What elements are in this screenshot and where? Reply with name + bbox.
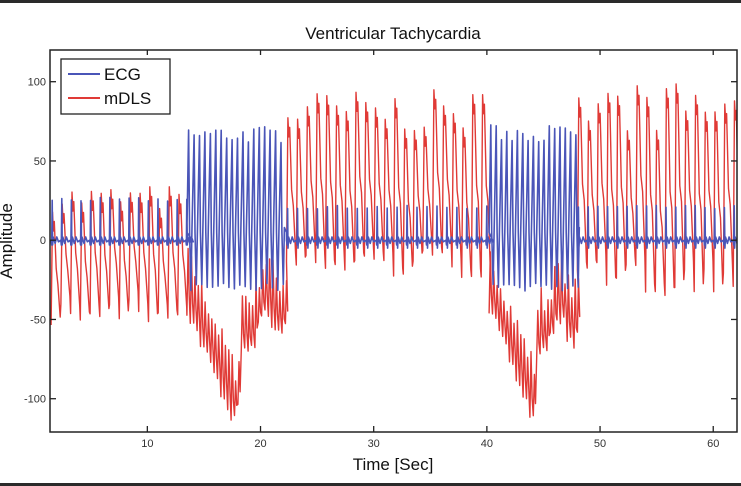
legend-label-ecg: ECG	[104, 65, 141, 84]
x-tick-label: 30	[368, 438, 380, 450]
series-line-ecg	[50, 124, 737, 292]
y-tick-label: -100	[24, 394, 46, 406]
x-axis-label: Time [Sec]	[353, 455, 434, 474]
y-tick-label: 100	[28, 77, 46, 89]
x-tick-label: 50	[594, 438, 606, 450]
y-axis-label: Amplitude	[0, 203, 16, 279]
y-axis: 100 50 0 -50 -100	[24, 77, 737, 406]
bottom-border	[0, 483, 741, 486]
y-tick-label: -50	[30, 314, 46, 326]
chart-title: Ventricular Tachycardia	[305, 24, 481, 43]
legend: ECG mDLS	[60, 58, 171, 115]
legend-label-mdls: mDLS	[104, 89, 151, 108]
x-tick-label: 60	[707, 438, 719, 450]
series-line-mdls	[50, 83, 737, 421]
legend-box	[60, 58, 171, 115]
x-tick-label: 10	[141, 438, 153, 450]
y-tick-label: 50	[34, 156, 46, 168]
x-tick-label: 40	[481, 438, 493, 450]
plot-frame	[49, 49, 738, 433]
top-border	[0, 0, 741, 3]
x-tick-label: 20	[254, 438, 266, 450]
y-tick-label: 0	[40, 235, 46, 247]
x-axis: 10 20 30 40 50 60	[141, 50, 719, 450]
plot-area	[49, 49, 738, 433]
